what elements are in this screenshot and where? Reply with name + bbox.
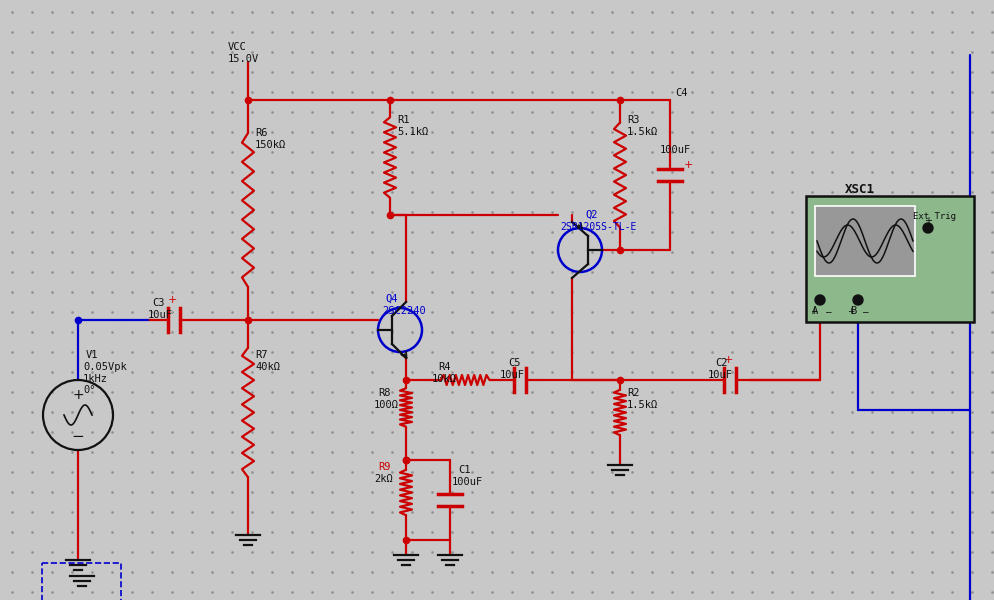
Text: 0°: 0° <box>83 385 95 395</box>
Text: 1.5kΩ: 1.5kΩ <box>626 127 658 137</box>
Text: 0.05Vpk: 0.05Vpk <box>83 362 126 372</box>
Text: 10kΩ: 10kΩ <box>431 374 456 384</box>
Text: 100uF: 100uF <box>659 145 691 155</box>
Text: R6: R6 <box>254 128 267 138</box>
Bar <box>814 206 914 276</box>
Text: +: + <box>683 160 693 170</box>
Text: 100Ω: 100Ω <box>374 400 399 410</box>
Text: +: + <box>846 307 854 316</box>
Text: 40kΩ: 40kΩ <box>254 362 279 372</box>
Text: C3: C3 <box>152 298 164 308</box>
Text: −: − <box>823 307 831 316</box>
Text: R7: R7 <box>254 350 267 360</box>
Text: 5.1kΩ: 5.1kΩ <box>397 127 427 137</box>
Text: C2: C2 <box>715 358 727 368</box>
Text: −: − <box>923 226 931 236</box>
Text: +: + <box>809 307 817 316</box>
Text: VCC: VCC <box>228 42 247 52</box>
Text: 10uF: 10uF <box>708 370 733 380</box>
Text: Q4: Q4 <box>385 294 397 304</box>
Text: XSC1: XSC1 <box>844 183 874 196</box>
Text: −: − <box>860 307 868 316</box>
Circle shape <box>814 295 824 305</box>
Text: R1: R1 <box>397 115 410 125</box>
Text: V1: V1 <box>85 350 98 360</box>
Text: 2SB1205S-TL-E: 2SB1205S-TL-E <box>560 222 636 232</box>
Text: −: − <box>72 430 84 445</box>
Text: B: B <box>849 306 856 316</box>
Text: R8: R8 <box>378 388 390 398</box>
Text: R3: R3 <box>626 115 639 125</box>
Text: 150kΩ: 150kΩ <box>254 140 286 150</box>
Text: +: + <box>73 388 83 402</box>
Text: 10uF: 10uF <box>148 310 173 320</box>
Text: R2: R2 <box>626 388 639 398</box>
Text: C1: C1 <box>457 465 470 475</box>
Text: 2kΩ: 2kΩ <box>374 474 393 484</box>
Text: 2SC2240: 2SC2240 <box>382 306 425 316</box>
Bar <box>805 196 973 322</box>
Text: +: + <box>723 355 732 365</box>
Text: 100uF: 100uF <box>451 477 483 487</box>
Text: Q2: Q2 <box>584 210 597 220</box>
Text: R9: R9 <box>378 462 390 472</box>
Text: C4: C4 <box>674 88 687 98</box>
Text: 10uF: 10uF <box>500 370 525 380</box>
Text: 15.0V: 15.0V <box>228 54 259 64</box>
Text: R4: R4 <box>437 362 450 372</box>
Text: C5: C5 <box>508 358 520 368</box>
Text: +: + <box>923 216 931 226</box>
Circle shape <box>852 295 862 305</box>
Text: +: + <box>167 295 177 305</box>
Text: 1.5kΩ: 1.5kΩ <box>626 400 658 410</box>
Text: A: A <box>811 306 817 316</box>
Text: 1kHz: 1kHz <box>83 374 108 384</box>
Text: Ext Trig: Ext Trig <box>912 212 955 221</box>
Circle shape <box>922 223 932 233</box>
